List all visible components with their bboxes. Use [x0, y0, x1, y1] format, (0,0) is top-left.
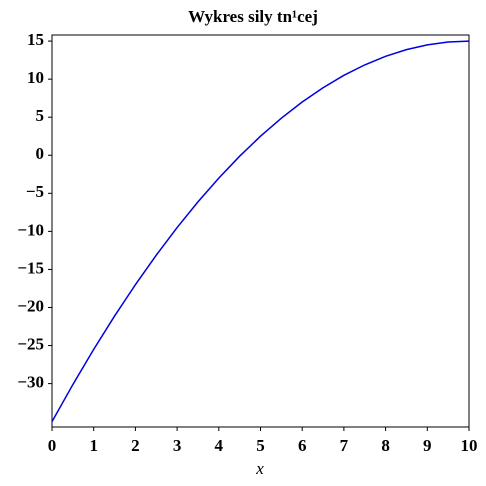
y-tick-label: −25	[17, 334, 44, 353]
y-tick-label: 0	[36, 144, 45, 163]
x-tick-label: 4	[215, 436, 224, 455]
x-tick-label: 10	[461, 436, 478, 455]
x-tick-label: 7	[340, 436, 349, 455]
y-tick-label: −10	[17, 220, 44, 239]
chart-title: Wykres sily tn¹cej	[188, 7, 318, 26]
data-line	[51, 40, 470, 423]
x-axis-label: x	[255, 459, 264, 478]
x-tick-label: 3	[173, 436, 182, 455]
y-tick-label: 5	[36, 106, 45, 125]
x-tick-label: 6	[298, 436, 307, 455]
y-tick-label: −5	[26, 182, 44, 201]
y-tick-label: −20	[17, 296, 44, 315]
x-tick-label: 2	[131, 436, 140, 455]
y-tick-label: 15	[27, 30, 44, 49]
x-tick-label: 5	[256, 436, 265, 455]
y-tick-label: 10	[27, 68, 44, 87]
y-tick-label: −30	[17, 373, 44, 392]
y-tick-label: −15	[17, 258, 44, 277]
x-tick-label: 0	[48, 436, 57, 455]
x-tick-label: 9	[423, 436, 432, 455]
x-tick-label: 8	[381, 436, 390, 455]
x-tick-label: 1	[89, 436, 98, 455]
plot-frame	[51, 34, 470, 428]
